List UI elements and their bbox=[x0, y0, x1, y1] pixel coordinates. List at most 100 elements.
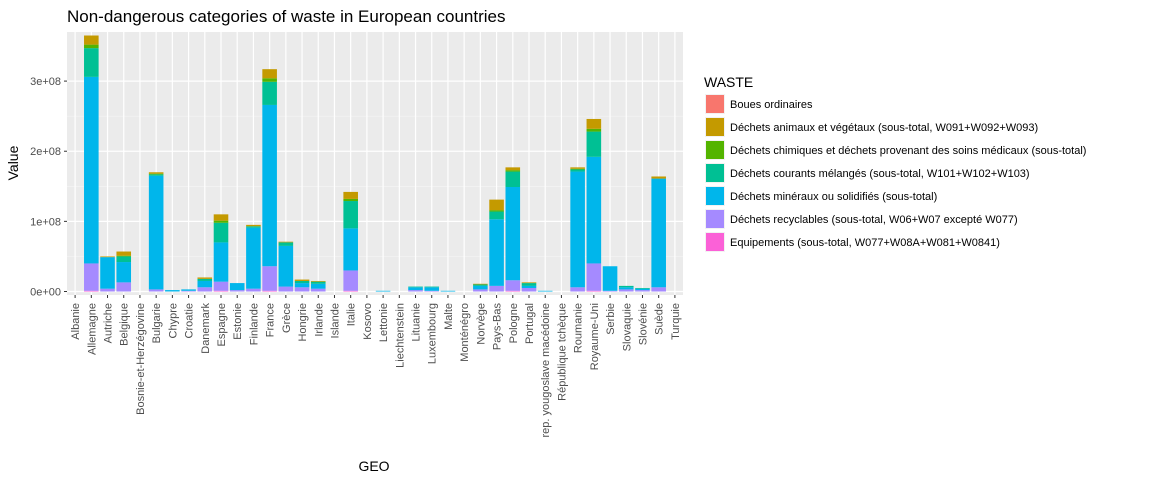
bar-segment bbox=[310, 288, 326, 292]
x-tick-label: Chypre bbox=[167, 303, 179, 338]
x-tick-label: Serbie bbox=[605, 303, 617, 335]
bar-segment bbox=[586, 128, 602, 132]
bar-segment bbox=[586, 156, 602, 264]
bar-segment bbox=[635, 287, 650, 289]
bar-segment bbox=[505, 280, 521, 291]
bar-segment bbox=[489, 211, 504, 220]
legend-swatch bbox=[706, 118, 724, 136]
legend-swatch bbox=[706, 95, 724, 113]
bar-segment bbox=[651, 287, 666, 292]
x-tick-label: Roumanie bbox=[573, 303, 585, 353]
bar-segment bbox=[262, 104, 277, 267]
bar-segment bbox=[213, 220, 229, 223]
bar-segment bbox=[408, 286, 423, 288]
legend-label: Déchets minéraux ou solidifiés (sous-tot… bbox=[730, 191, 937, 203]
bar-segment bbox=[148, 172, 164, 174]
bar-segment bbox=[294, 283, 310, 288]
bar-segment bbox=[635, 290, 650, 292]
bar-segment bbox=[197, 278, 213, 281]
x-tick-label: Croatie bbox=[184, 303, 196, 338]
bar-segment bbox=[100, 256, 115, 258]
bar-segment bbox=[570, 167, 585, 169]
bar-segment bbox=[262, 266, 277, 291]
bar-segment bbox=[148, 173, 164, 175]
bar-segment bbox=[197, 287, 213, 292]
x-tick-label: Portugal bbox=[524, 303, 536, 344]
bar-segment bbox=[116, 256, 132, 263]
bar-segment bbox=[473, 283, 488, 285]
x-tick-label: Kosovo bbox=[362, 303, 374, 340]
bar-segment bbox=[618, 285, 634, 288]
x-tick-label: Estonie bbox=[232, 303, 244, 340]
bar-segment bbox=[246, 288, 261, 292]
bar-segment bbox=[586, 290, 602, 292]
bar-segment bbox=[505, 186, 521, 281]
legend-swatch bbox=[706, 164, 724, 182]
bar-segment bbox=[181, 290, 196, 292]
bar-segment bbox=[116, 262, 132, 283]
x-tick-label: Danemark bbox=[200, 303, 212, 354]
x-tick-label: Islande bbox=[329, 303, 341, 338]
bar-segment bbox=[148, 175, 164, 290]
bar-segment bbox=[262, 81, 277, 105]
bar-segment bbox=[424, 290, 440, 292]
x-tick-label: France bbox=[265, 303, 277, 337]
bar-segment bbox=[343, 228, 358, 271]
x-tick-label: Allemagne bbox=[86, 303, 98, 355]
bar-segment bbox=[521, 282, 537, 284]
bar-segment bbox=[213, 281, 229, 291]
x-tick-label: Espagne bbox=[216, 303, 228, 346]
legend-label: Déchets chimiques et déchets provenant d… bbox=[730, 145, 1086, 157]
y-tick-label: 2e+08 bbox=[30, 146, 61, 158]
x-tick-label: Malte bbox=[443, 303, 455, 330]
x-tick-label: Finlande bbox=[248, 303, 260, 345]
legend-label: Déchets recyclables (sous-total, W06+W07… bbox=[730, 214, 1018, 226]
bar-segment bbox=[116, 282, 132, 292]
bar-segment bbox=[505, 170, 521, 172]
bar-segment bbox=[100, 288, 115, 292]
bar-segment bbox=[165, 290, 180, 292]
bar-segment bbox=[310, 280, 326, 282]
x-tick-label: Albanie bbox=[70, 303, 82, 340]
bar-segment bbox=[521, 285, 537, 288]
x-tick-label: Slovaquie bbox=[621, 303, 633, 351]
bar-segment bbox=[570, 171, 585, 288]
bar-segment bbox=[278, 241, 294, 243]
x-tick-label: Liechtenstein bbox=[394, 303, 406, 368]
legend-swatch bbox=[706, 233, 724, 251]
bar-segment bbox=[489, 199, 504, 211]
x-tick-label: Norvège bbox=[475, 303, 487, 345]
bar-segment bbox=[602, 290, 618, 292]
bar-segment bbox=[343, 270, 358, 291]
x-tick-label: Autriche bbox=[103, 303, 115, 343]
bar-segment bbox=[586, 131, 602, 157]
bar-segment bbox=[635, 288, 650, 291]
legend-label: Déchets animaux et végétaux (sous-total,… bbox=[730, 122, 1038, 134]
x-axis-title: GEO bbox=[358, 458, 389, 474]
bar-segment bbox=[246, 224, 261, 227]
bar-segment bbox=[343, 201, 358, 229]
bar-segment bbox=[100, 257, 115, 289]
bar-segment bbox=[489, 285, 504, 292]
bar-segment bbox=[537, 290, 553, 292]
y-tick-label: 3e+08 bbox=[30, 76, 61, 88]
bar-segment bbox=[473, 284, 488, 286]
bar-segment bbox=[602, 266, 618, 291]
legend-swatch bbox=[706, 210, 724, 228]
bar-segment bbox=[440, 290, 456, 292]
bar-segment bbox=[246, 227, 261, 289]
bar-segment bbox=[84, 263, 99, 291]
bar-segment bbox=[294, 279, 310, 281]
bar-segment bbox=[408, 290, 423, 292]
bar-segment bbox=[570, 168, 585, 170]
x-tick-label: Bulgarie bbox=[151, 303, 163, 343]
bar-segment bbox=[294, 287, 310, 292]
x-tick-label: Hongrie bbox=[297, 303, 309, 342]
bar-segment bbox=[148, 289, 164, 292]
bar-segment bbox=[424, 287, 440, 291]
bar-segment bbox=[294, 280, 310, 284]
legend-swatch bbox=[706, 141, 724, 159]
bar-segment bbox=[84, 44, 99, 49]
legend-swatch bbox=[706, 187, 724, 205]
bar-segment bbox=[473, 289, 488, 292]
